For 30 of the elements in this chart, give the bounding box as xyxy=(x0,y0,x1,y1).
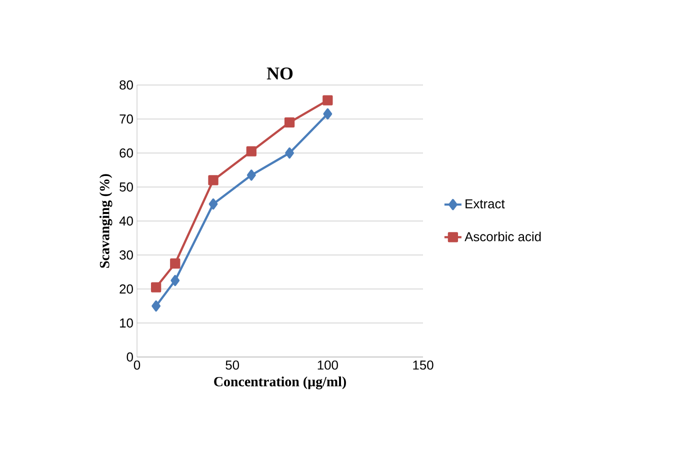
x-tick-label: 100 xyxy=(318,360,338,370)
y-tick-label: 50 xyxy=(120,182,133,192)
point xyxy=(246,146,256,156)
point xyxy=(170,274,180,286)
x-axis-title: Concentration (µg/ml) xyxy=(214,376,346,390)
legend-label: Ascorbic acid xyxy=(464,232,541,242)
point xyxy=(284,117,295,128)
x-tick-label: 0 xyxy=(134,360,140,370)
y-tick-label: 70 xyxy=(120,114,133,124)
y-tick-label: 20 xyxy=(120,284,133,294)
y-tick-label: 80 xyxy=(120,80,133,90)
point xyxy=(208,198,218,210)
legend-label: Extract xyxy=(466,199,505,208)
y-tick-label: 30 xyxy=(120,250,133,260)
point xyxy=(285,147,294,159)
point xyxy=(208,175,218,186)
point xyxy=(152,300,161,312)
y-tick-label: 0 xyxy=(126,352,133,362)
point xyxy=(150,282,162,292)
point xyxy=(323,108,332,120)
point xyxy=(246,170,256,181)
y-tick-label: 40 xyxy=(119,216,133,226)
y-tick-label: 60 xyxy=(120,148,133,158)
x-tick-label: 150 xyxy=(413,360,434,370)
chart-title: NO xyxy=(266,67,293,80)
y-tick-label: 10 xyxy=(120,318,133,328)
y-axis-title: Scavanging (%) xyxy=(99,174,112,268)
x-tick-label: 50 xyxy=(226,360,240,370)
point xyxy=(170,258,180,269)
point xyxy=(322,95,333,106)
